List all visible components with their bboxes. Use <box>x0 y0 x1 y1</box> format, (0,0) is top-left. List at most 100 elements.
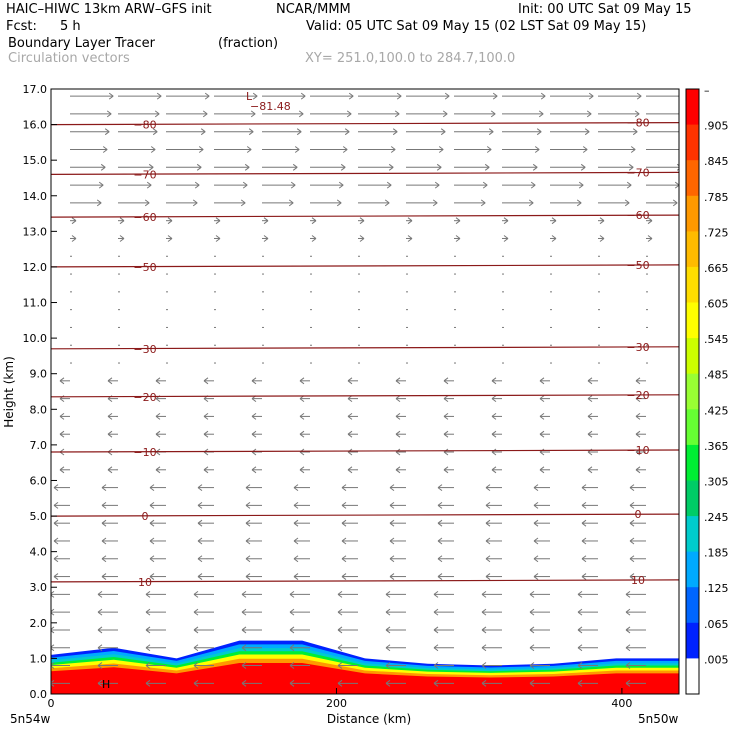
vector-arrow <box>197 555 214 563</box>
contour-label-right: −60 <box>626 209 649 222</box>
contour-label-right: −20 <box>626 389 649 402</box>
vector-arrow <box>502 235 509 242</box>
x-start-label: 5n54w <box>10 712 51 726</box>
vector-arrow <box>625 662 646 669</box>
vector-arrow <box>214 181 248 189</box>
vector-arrow <box>358 217 365 225</box>
vector-arrow <box>149 537 166 545</box>
vector-arrow <box>587 413 598 420</box>
colorbar-swatch <box>686 409 699 446</box>
vector-arrow <box>97 608 118 616</box>
vector-arrow <box>635 413 646 420</box>
y-axis-label: Height (km) <box>2 356 16 427</box>
vector-arrow <box>107 413 118 420</box>
vector-arrow <box>341 484 358 491</box>
vector-arrow <box>53 484 70 491</box>
vector-arrow <box>358 110 400 118</box>
contour-label-left: −30 <box>133 343 156 356</box>
vector-arrow <box>347 430 358 438</box>
colorbar-swatch <box>686 231 699 268</box>
vector-arrow <box>502 163 538 171</box>
vector-arrow <box>358 128 398 136</box>
y-tick-label: 9.0 <box>30 368 48 381</box>
vector-arrow <box>539 377 550 385</box>
vector-arrow <box>529 626 550 634</box>
vector-arrow <box>485 537 502 545</box>
vector-arrow <box>406 199 438 207</box>
temperature-contour <box>51 513 679 517</box>
vector-arrow <box>310 181 344 189</box>
vector-arrow <box>389 519 406 527</box>
vector-arrow <box>385 608 406 616</box>
colorbar-swatch <box>686 266 699 303</box>
vector-arrow <box>491 430 502 438</box>
vector-arrow <box>533 537 550 545</box>
vector-arrow <box>70 163 106 171</box>
vector-arrow <box>502 181 536 189</box>
vector-arrow <box>395 466 406 474</box>
vector-arrow <box>341 501 358 509</box>
vector-arrow <box>101 537 118 545</box>
vector-arrow <box>70 146 108 153</box>
vector-arrow <box>646 163 679 171</box>
vector-arrow <box>145 679 166 687</box>
vector-arrow <box>646 113 679 115</box>
vector-arrow <box>533 484 550 491</box>
vector-arrow <box>214 128 254 136</box>
contour-label-right: −80 <box>626 117 649 130</box>
vector-arrow <box>437 537 454 545</box>
vector-arrow <box>481 679 502 687</box>
vector-arrow <box>241 679 262 687</box>
colorbar-swatch <box>686 302 699 339</box>
init-time: Init: 00 UTC Sat 09 May 15 <box>518 2 692 17</box>
vector-arrow <box>550 146 588 153</box>
vector-arrow <box>197 484 214 491</box>
contour-label-right: −30 <box>626 341 649 354</box>
vector-arrow <box>433 644 454 652</box>
vector-arrow <box>550 92 594 100</box>
vector-arrow <box>598 217 605 225</box>
vector-arrow <box>70 217 77 225</box>
vector-arrow <box>341 555 358 563</box>
vector-arrow <box>262 110 304 118</box>
contour-label-left: −60 <box>133 211 156 224</box>
contour-label-left: −50 <box>133 261 156 274</box>
vector-arrow <box>118 163 154 171</box>
colorbar-label: .245 <box>704 511 729 524</box>
colorbar-label: .605 <box>704 298 729 311</box>
contour-label-left: −70 <box>133 168 156 181</box>
vector-arrow <box>70 92 114 100</box>
vector-arrow <box>539 395 550 403</box>
vector-arrow <box>197 537 214 545</box>
vector-arrow <box>59 377 70 385</box>
vector-arrow <box>550 181 584 189</box>
vector-arrow <box>389 555 406 563</box>
vector-arrow <box>155 413 166 420</box>
y-tick-label: 11.0 <box>23 297 48 310</box>
vector-arrow <box>443 377 454 385</box>
vector-arrow <box>245 537 262 545</box>
colorbar-swatch <box>686 551 699 588</box>
vector-arrow <box>481 644 502 652</box>
vector-arrow <box>347 466 358 474</box>
vector-arrow <box>241 662 262 669</box>
vector-arrow <box>166 110 208 118</box>
vector-arrow <box>341 573 358 580</box>
vector-arrow <box>385 626 406 634</box>
vector-arrow <box>629 537 646 545</box>
colorbar-label: .485 <box>704 369 729 382</box>
vector-arrow <box>454 181 488 189</box>
x-tick-label: 400 <box>611 697 632 710</box>
vector-arrow <box>118 128 158 136</box>
vector-arrow <box>629 501 646 509</box>
vector-arrow <box>214 217 221 225</box>
vector-arrow <box>97 590 118 598</box>
vector-arrow <box>629 555 646 563</box>
vector-arrow <box>358 181 392 189</box>
vector-arrow <box>625 608 646 616</box>
temperature-contour <box>51 449 679 453</box>
vector-arrow <box>262 92 306 100</box>
tracer-fill-6 <box>51 663 679 694</box>
vector-arrow <box>101 555 118 563</box>
